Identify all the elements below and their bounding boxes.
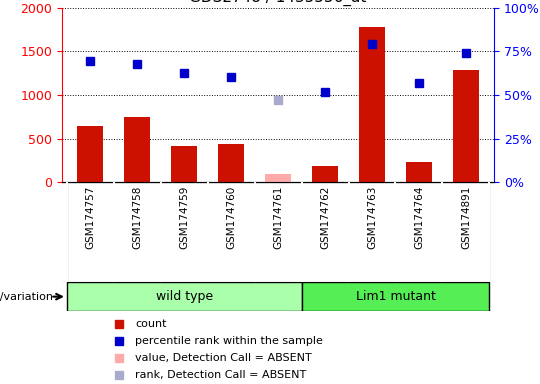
Text: GSM174763: GSM174763	[367, 185, 377, 249]
Text: GSM174762: GSM174762	[320, 185, 330, 249]
Bar	[359, 27, 385, 182]
Text: GSM174761: GSM174761	[273, 185, 283, 249]
Bar	[406, 162, 432, 182]
Text: GSM174891: GSM174891	[461, 185, 471, 249]
Bar	[218, 144, 244, 182]
Text: GSM174764: GSM174764	[414, 185, 424, 249]
Text: GSM174757: GSM174757	[85, 185, 95, 249]
Text: GSM174759: GSM174759	[179, 185, 189, 249]
Bar	[77, 126, 103, 182]
Bar	[301, 282, 489, 311]
Text: wild type: wild type	[156, 290, 213, 303]
Text: GSM174758: GSM174758	[132, 185, 142, 249]
Text: count: count	[135, 319, 166, 329]
Text: genotype/variation: genotype/variation	[0, 291, 57, 302]
Bar	[312, 166, 338, 182]
Text: percentile rank within the sample: percentile rank within the sample	[135, 336, 323, 346]
Bar	[453, 70, 479, 182]
Text: value, Detection Call = ABSENT: value, Detection Call = ABSENT	[135, 353, 312, 363]
Text: GSM174760: GSM174760	[226, 185, 236, 249]
Text: rank, Detection Call = ABSENT: rank, Detection Call = ABSENT	[135, 369, 306, 379]
Text: Lim1 mutant: Lim1 mutant	[355, 290, 435, 303]
Bar	[124, 117, 150, 182]
Bar	[67, 282, 301, 311]
Title: GDS2748 / 1435556_at: GDS2748 / 1435556_at	[190, 0, 367, 6]
Bar	[171, 146, 197, 182]
Bar	[265, 174, 291, 182]
